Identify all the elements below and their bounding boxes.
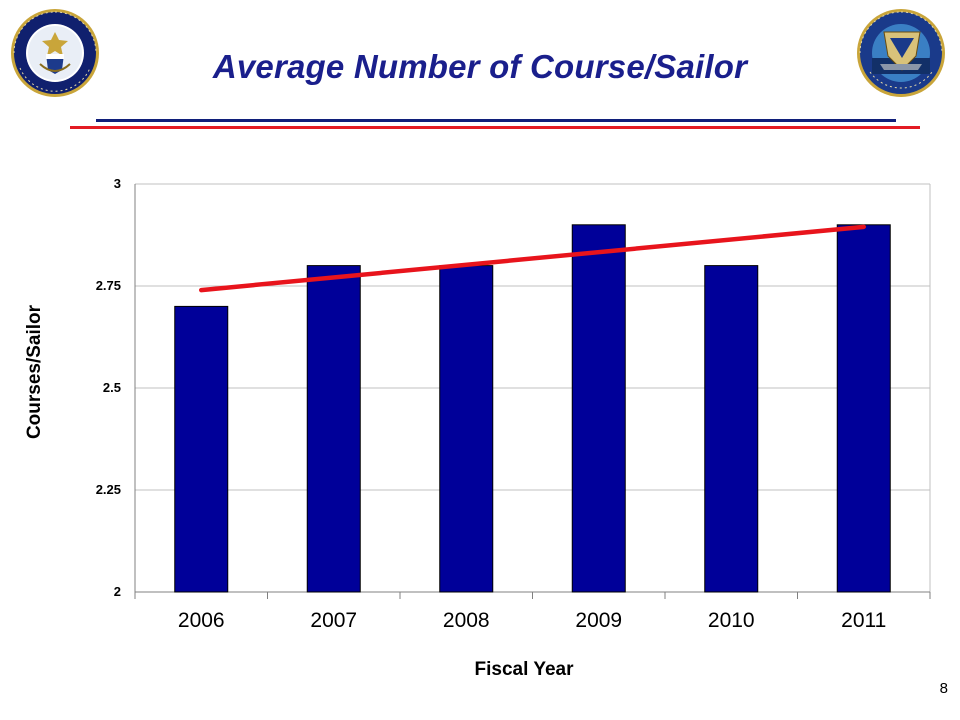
bar-2011 xyxy=(836,224,891,593)
netc-seal-logo xyxy=(856,8,946,98)
header-rule-red xyxy=(70,126,920,129)
x-tick-label: 2009 xyxy=(575,609,622,632)
y-tick-label: 2.25 xyxy=(96,482,121,497)
x-axis-title: Fiscal Year xyxy=(475,659,575,680)
y-tick-label: 3 xyxy=(114,176,121,191)
header-rule-blue xyxy=(96,119,896,122)
navy-seal-icon xyxy=(11,9,99,97)
bar-2008 xyxy=(439,265,494,593)
x-tick-label: 2010 xyxy=(708,609,755,632)
bar-2009 xyxy=(571,224,626,593)
x-tick-label: 2011 xyxy=(841,609,886,632)
x-tick-label: 2007 xyxy=(310,609,357,632)
y-axis-title: Courses/Sailor xyxy=(24,304,45,439)
netc-seal-icon xyxy=(857,9,945,97)
y-tick-label: 2.5 xyxy=(103,380,121,395)
bar-2010 xyxy=(704,265,759,593)
trendline xyxy=(199,224,866,293)
y-tick-label: 2 xyxy=(114,584,121,599)
navy-seal-logo xyxy=(10,8,100,98)
bar-2007 xyxy=(306,265,361,593)
page-number: 8 xyxy=(939,680,948,697)
slide-title: Average Number of Course/Sailor xyxy=(212,48,748,85)
bar-2006 xyxy=(174,305,229,593)
y-tick-label: 2.75 xyxy=(96,278,121,293)
x-tick-label: 2006 xyxy=(178,609,225,632)
x-tick-label: 2008 xyxy=(443,609,490,632)
